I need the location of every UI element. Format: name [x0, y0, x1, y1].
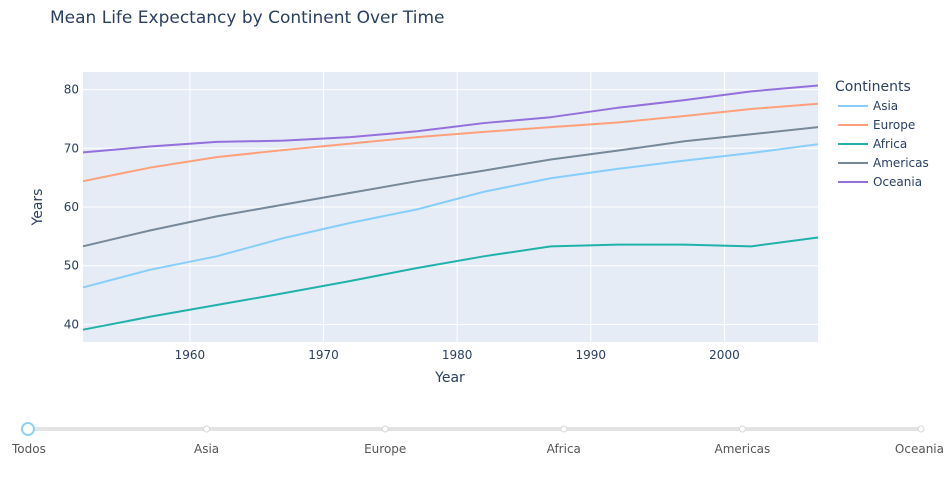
- legend-label: Europe: [873, 118, 915, 132]
- slider-tick-americas[interactable]: [738, 425, 746, 433]
- y-ticks: 40 50 60 70 80: [64, 83, 79, 332]
- x-tick-label: 1970: [308, 348, 339, 362]
- slider-tick-asia[interactable]: [203, 425, 211, 433]
- slider-step-label-todos[interactable]: Todos: [11, 442, 46, 456]
- grid: [83, 72, 818, 342]
- x-tick-label: 1960: [175, 348, 206, 362]
- x-tick-label: 1980: [442, 348, 473, 362]
- series-line-asia: [82, 143, 819, 289]
- slider-step-label-americas[interactable]: Americas: [715, 442, 771, 456]
- slider-step-label-oceania[interactable]: Oceania: [895, 442, 944, 456]
- y-tick-label: 80: [64, 83, 79, 97]
- legend-item-asia[interactable]: Asia: [838, 99, 898, 113]
- legend-item-europe[interactable]: Europe: [838, 118, 915, 132]
- series-line-oceania: [82, 84, 819, 154]
- legend-label: Asia: [873, 99, 898, 113]
- chart-title: Mean Life Expectancy by Continent Over T…: [50, 8, 445, 28]
- series-line-europe: [82, 102, 819, 183]
- y-axis-title: Years: [30, 189, 46, 227]
- slider-step-label-asia[interactable]: Asia: [194, 442, 219, 456]
- slider-tick-oceania[interactable]: [917, 425, 925, 433]
- slider-step-label-africa[interactable]: Africa: [547, 442, 581, 456]
- series-line-africa: [82, 236, 819, 331]
- slider-tick-africa[interactable]: [560, 425, 568, 433]
- legend-item-americas[interactable]: Americas: [838, 156, 929, 170]
- y-tick-label: 50: [64, 259, 79, 273]
- legend-label: Americas: [873, 156, 929, 170]
- y-tick-label: 60: [64, 200, 79, 214]
- legend-item-africa[interactable]: Africa: [838, 137, 907, 151]
- x-tick-label: 2000: [709, 348, 740, 362]
- y-tick-label: 40: [64, 317, 79, 331]
- slider-handle[interactable]: [21, 422, 35, 436]
- legend[interactable]: Continents Asia Europe Africa Americas Ocean…: [835, 79, 929, 189]
- slider-tick-europe[interactable]: [381, 425, 389, 433]
- legend-item-oceania[interactable]: Oceania: [838, 175, 922, 189]
- x-axis-title: Year: [434, 370, 465, 386]
- y-tick-label: 70: [64, 141, 79, 155]
- legend-label: Africa: [873, 137, 907, 151]
- series-lines: [82, 84, 819, 331]
- slider[interactable]: Todos Asia Europe Africa Americas Oceania: [11, 422, 944, 456]
- legend-title: Continents: [835, 79, 911, 95]
- legend-label: Oceania: [873, 175, 922, 189]
- x-tick-label: 1990: [576, 348, 607, 362]
- series-line-americas: [82, 126, 819, 248]
- slider-step-label-europe[interactable]: Europe: [364, 442, 406, 456]
- x-ticks: 1960 1970 1980 1990 2000: [175, 348, 740, 362]
